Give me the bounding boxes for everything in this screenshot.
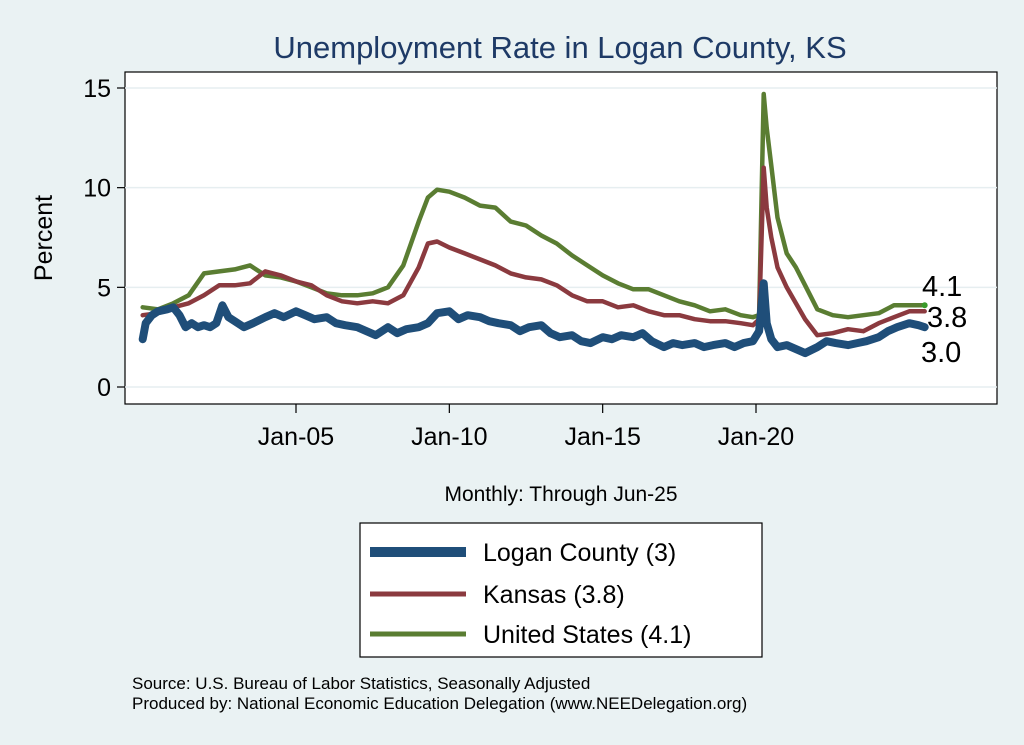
end-label-kansas: 3.8 bbox=[927, 302, 967, 334]
y-axis-ticks: 0 5 10 15 bbox=[83, 75, 125, 402]
series-lines bbox=[138, 91, 929, 358]
y-axis-label: Percent bbox=[30, 195, 58, 281]
y-tick-label-2: 10 bbox=[83, 175, 111, 203]
plot-area bbox=[124, 71, 998, 405]
end-label-logan: 3.0 bbox=[921, 337, 961, 369]
gridlines bbox=[125, 87, 997, 388]
us-end-marker bbox=[921, 302, 928, 309]
produced-by-line: Produced by: National Economic Education… bbox=[132, 694, 747, 713]
x-axis-label: Monthly: Through Jun-25 bbox=[444, 483, 677, 506]
x-axis-ticks: Jan-05 Jan-10 Jan-15 Jan-20 bbox=[258, 404, 794, 451]
x-tick-label-1: Jan-10 bbox=[411, 423, 487, 451]
series-line-kansas bbox=[140, 165, 927, 338]
series-line-logan-county bbox=[138, 279, 929, 358]
source-line: Source: U.S. Bureau of Labor Statistics,… bbox=[132, 674, 590, 693]
y-tick-label-0: 0 bbox=[97, 374, 111, 402]
x-tick-label-0: Jan-05 bbox=[258, 423, 334, 451]
y-tick-label-1: 5 bbox=[97, 274, 111, 302]
x-tick-label-2: Jan-15 bbox=[564, 423, 640, 451]
legend-label-kansas: Kansas (3.8) bbox=[483, 581, 625, 609]
x-tick-label-3: Jan-20 bbox=[718, 423, 794, 451]
legend: Logan County (3) Kansas (3.8) United Sta… bbox=[359, 522, 763, 658]
y-tick-label-3: 15 bbox=[83, 75, 111, 103]
end-label-us: 4.1 bbox=[922, 271, 962, 303]
chart-title: Unemployment Rate in Logan County, KS bbox=[273, 30, 846, 65]
legend-label-us: United States (4.1) bbox=[483, 621, 691, 649]
legend-label-logan: Logan County (3) bbox=[483, 539, 676, 567]
end-labels: 3.03.84.1 bbox=[921, 271, 967, 369]
